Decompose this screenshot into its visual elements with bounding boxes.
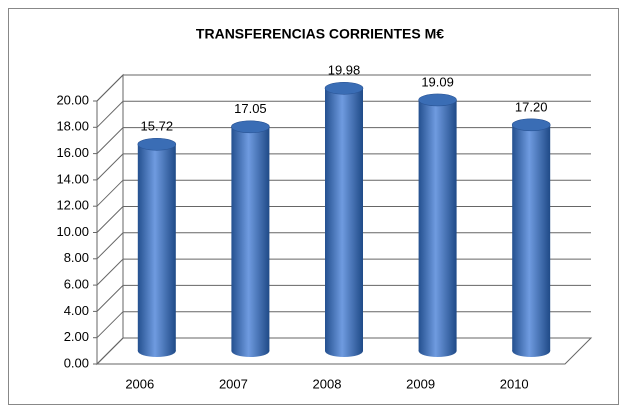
bar	[325, 88, 363, 351]
x-tick-label: 2008	[313, 376, 342, 391]
bar	[231, 126, 270, 351]
y-tick-label: 8.00	[64, 250, 89, 265]
value-label: 15.72	[141, 119, 174, 134]
y-tick-label: 6.00	[64, 277, 89, 292]
y-tick-label: 2.00	[64, 329, 89, 344]
bar	[418, 99, 457, 352]
chart-title: TRANSFERENCIAS CORRIENTES M€	[196, 26, 444, 42]
y-tick-label: 10.00	[56, 224, 89, 239]
y-tick-label: 20.00	[56, 92, 89, 107]
bar-top	[324, 81, 364, 95]
bar-top	[511, 118, 551, 132]
x-tick-label: 2010	[500, 376, 529, 391]
bar-base	[512, 345, 551, 357]
y-tick-label: 0.00	[64, 355, 89, 370]
x-tick-label: 2009	[406, 376, 435, 391]
x-tick-label: 2006	[125, 376, 154, 391]
bar-top	[418, 93, 457, 107]
x-tick-label: 2007	[219, 376, 248, 391]
y-tick-label: 12.00	[56, 198, 89, 213]
bar-base	[325, 345, 363, 357]
bar-top	[137, 137, 177, 151]
y-tick-label: 18.00	[56, 119, 89, 134]
value-label: 19.09	[421, 74, 454, 89]
value-label: 19.98	[328, 63, 361, 78]
bar	[137, 144, 176, 351]
y-tick-label: 14.00	[56, 171, 89, 186]
y-tick-label: 16.00	[56, 145, 89, 160]
bar-base	[231, 345, 270, 357]
y-tick-label: 4.00	[64, 303, 89, 318]
bar	[512, 124, 551, 351]
grid-line	[96, 74, 591, 102]
value-label: 17.20	[515, 99, 548, 114]
bar-base	[137, 345, 176, 357]
value-label: 17.05	[234, 101, 267, 116]
bar-top	[231, 120, 270, 134]
bar-base	[418, 345, 457, 357]
